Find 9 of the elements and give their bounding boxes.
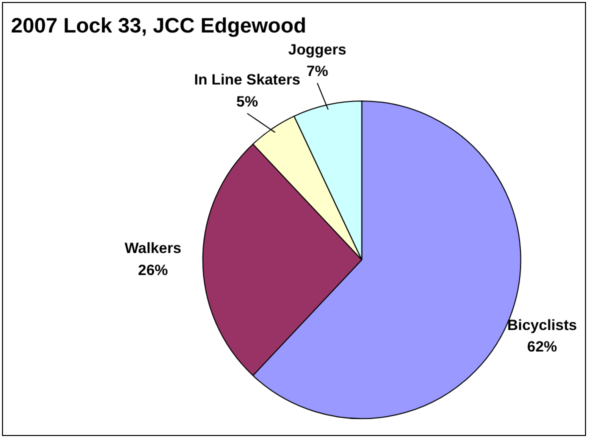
data-label: 62% (527, 338, 558, 356)
chart-title: 2007 Lock 33, JCC Edgewood (10, 14, 306, 38)
data-label: 5% (236, 94, 258, 111)
slice-label: Bicyclists (507, 316, 577, 334)
slice-label: In Line Skaters (194, 72, 300, 89)
data-label: 26% (138, 262, 168, 279)
data-label: 7% (306, 63, 328, 80)
slice-label: Joggers (288, 41, 346, 58)
slice-label: Walkers (124, 240, 182, 257)
